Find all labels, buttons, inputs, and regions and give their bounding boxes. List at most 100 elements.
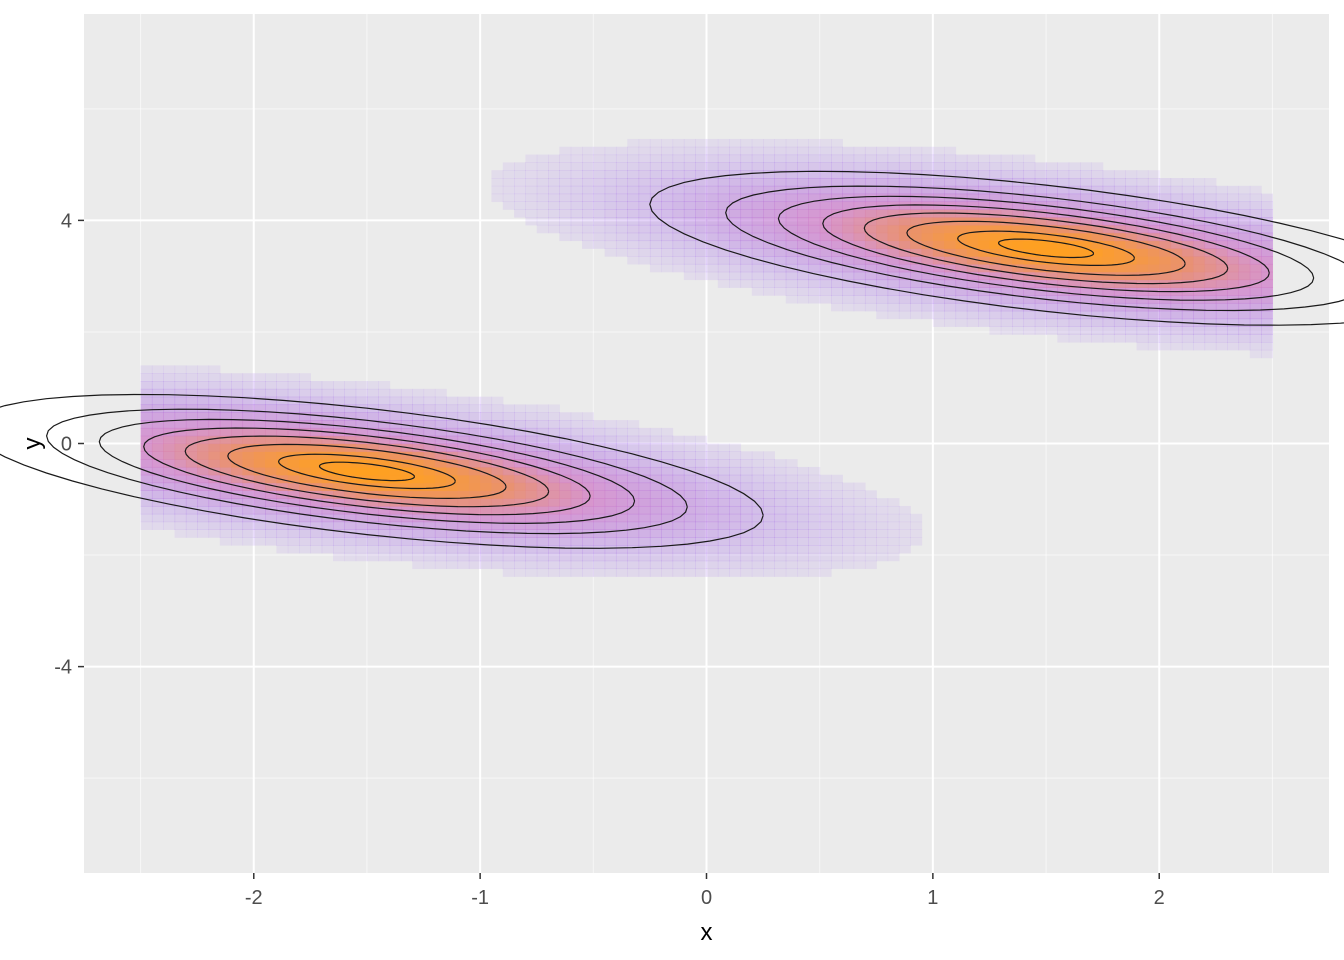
density-tile: [831, 240, 843, 249]
density-tile: [389, 451, 402, 460]
density-tile: [740, 537, 753, 546]
density-tile: [344, 435, 357, 445]
density-tile: [593, 240, 606, 249]
density-tile: [1057, 302, 1070, 312]
density-tile: [910, 537, 923, 546]
density-tile: [242, 505, 255, 515]
density-tile: [536, 193, 549, 203]
density-tile: [1170, 240, 1183, 249]
density-tile: [819, 482, 832, 491]
density-tile: [989, 224, 1002, 234]
density-tile: [1238, 326, 1251, 335]
density-tile: [412, 521, 425, 530]
density-tile: [287, 505, 300, 515]
density-tile: [582, 193, 594, 203]
density-tile: [604, 185, 617, 195]
density-tile: [695, 209, 708, 218]
density-tile: [502, 560, 515, 570]
density-tile: [808, 482, 821, 491]
density-tile: [1091, 279, 1104, 288]
density-tile: [864, 505, 877, 515]
x-axis: -2 -1 0 1 2: [245, 873, 1165, 909]
density-tile: [1227, 256, 1240, 265]
density-tile: [434, 404, 447, 413]
density-tile: [649, 560, 662, 570]
density-tile: [1125, 287, 1138, 296]
density-tile: [208, 435, 221, 445]
density-tile: [706, 162, 719, 171]
density-tile: [842, 162, 855, 171]
density-tile: [491, 490, 504, 499]
density-tile: [1125, 217, 1138, 226]
density-tile: [1181, 193, 1194, 203]
density-tile: [1227, 248, 1240, 257]
density-tile: [887, 248, 900, 257]
density-tile: [831, 154, 843, 163]
density-tile: [140, 412, 153, 421]
density-tile: [1080, 248, 1092, 257]
density-tile: [627, 443, 640, 452]
density-tile: [480, 552, 493, 562]
density-tile: [1227, 334, 1240, 343]
density-tile: [276, 443, 289, 452]
density-tile: [1091, 209, 1104, 218]
density-tile: [1057, 193, 1070, 203]
density-tile: [468, 474, 481, 484]
density-tile: [797, 498, 809, 507]
density-tile: [672, 217, 685, 226]
density-tile: [763, 177, 776, 187]
density-tile: [514, 482, 527, 491]
density-tile: [763, 263, 776, 273]
density-tile: [559, 185, 572, 195]
density-tile: [412, 459, 425, 468]
density-tile: [536, 568, 549, 577]
density-tile: [876, 146, 889, 156]
density-tile: [842, 482, 855, 491]
density-tile: [627, 177, 640, 187]
density-tile: [140, 388, 153, 398]
density-tile: [1046, 217, 1058, 226]
density-tile: [593, 505, 606, 515]
density-tile: [763, 560, 776, 570]
density-tile: [955, 279, 968, 288]
density-tile: [525, 466, 538, 476]
density-tile: [265, 459, 278, 468]
density-tile: [151, 513, 164, 523]
density-tile: [491, 177, 504, 187]
density-tile: [706, 505, 719, 515]
density-tile: [683, 537, 696, 546]
density-tile: [695, 552, 708, 562]
density-tile: [898, 310, 911, 320]
density-tile: [582, 232, 594, 242]
density-tile: [1091, 334, 1104, 343]
density-tile: [1125, 334, 1138, 343]
density-tile: [649, 537, 662, 546]
density-tile: [717, 248, 730, 257]
density-tile: [729, 552, 742, 562]
density-tile: [593, 529, 606, 538]
density-tile: [944, 248, 957, 257]
density-tile: [898, 146, 911, 156]
contour-line: [227, 443, 507, 500]
density-tile: [672, 459, 685, 468]
density-tile: [242, 420, 255, 429]
density-tile: [536, 427, 549, 437]
density-tile: [548, 427, 560, 437]
density-tile: [763, 513, 776, 523]
density-tile: [1091, 177, 1104, 187]
density-tile: [321, 443, 334, 452]
density-tile: [378, 474, 391, 484]
density-tile: [751, 177, 764, 187]
density-tile: [457, 560, 470, 570]
x-tick-label: 0: [701, 887, 712, 909]
density-tile: [978, 318, 991, 327]
density-tile: [1057, 279, 1070, 288]
density-tile: [310, 498, 323, 507]
density-tile: [480, 396, 493, 406]
density-tile: [604, 513, 617, 523]
density-tile: [400, 537, 413, 546]
density-tile: [864, 521, 877, 530]
density-tile: [887, 545, 900, 554]
density-tile: [1012, 185, 1025, 195]
